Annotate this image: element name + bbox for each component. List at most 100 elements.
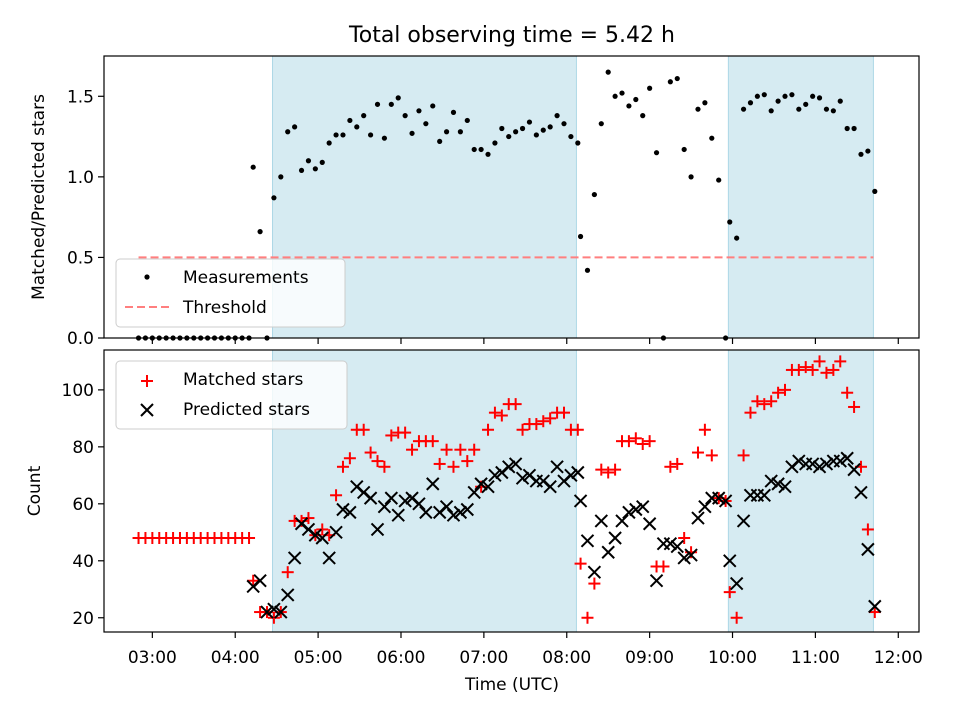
matched-star-point: [316, 523, 329, 536]
predicted-star-point: [281, 588, 295, 602]
measurement-point: [354, 124, 360, 130]
measurement-point: [298, 167, 305, 174]
measurement-point: [688, 174, 694, 180]
predicted-star-stroke-b: [847, 462, 861, 477]
predicted-star-stroke-b: [622, 505, 636, 520]
measurement-point: [823, 106, 830, 112]
measurement-point: [584, 267, 591, 273]
matched-star-point: [461, 455, 474, 468]
top-y-tick-label: 0.0: [67, 329, 94, 349]
predicted-star-stroke-b: [260, 605, 274, 619]
matched-star-point: [247, 574, 260, 587]
predicted-star-stroke-b: [677, 551, 691, 565]
matched-star-point: [537, 415, 550, 428]
matched-star-point: [454, 443, 467, 456]
measurement-point: [775, 98, 781, 104]
measurement-point: [568, 133, 574, 140]
predicted-star-stroke-b: [729, 576, 744, 591]
predicted-star-stroke-b: [384, 491, 399, 505]
chart-title: Total observing time = 5.42 h: [348, 23, 675, 48]
matched-star-point: [243, 532, 256, 544]
predicted-star-stroke-b: [691, 511, 705, 525]
matched-star-point: [399, 426, 412, 439]
matched-star-point: [820, 366, 833, 379]
matched-star-point: [868, 606, 881, 619]
predicted-star-stroke-b: [294, 517, 309, 531]
predicted-star-point: [819, 457, 834, 471]
measurement-point: [257, 229, 263, 235]
predicted-star-point: [460, 502, 475, 517]
matched-star-point: [281, 566, 294, 579]
bottom-y-tick-label: 100: [62, 381, 94, 401]
predicted-star-stroke-b: [536, 474, 550, 488]
matched-star-point: [758, 398, 771, 411]
predicted-star-point: [267, 602, 281, 616]
predicted-star-point: [778, 480, 792, 494]
matched-star-point: [751, 395, 764, 408]
measurement-point: [851, 125, 857, 132]
predicted-star-stroke-b: [467, 485, 481, 500]
legend-measurements-label: Measurements: [183, 268, 309, 288]
measurement-point: [347, 117, 353, 124]
predicted-star-stroke-b: [670, 539, 684, 554]
predicted-star-stroke-b: [854, 485, 868, 500]
predicted-star-stroke-b: [370, 522, 385, 537]
predicted-star-stroke-b: [398, 494, 412, 508]
measurement-point: [716, 177, 722, 183]
measurement-point: [430, 103, 436, 109]
matched-star-point: [723, 586, 736, 599]
measurement-point: [803, 101, 809, 107]
top-x-ticks: [151, 338, 899, 344]
x-tick-label: 09:00: [625, 648, 674, 668]
top-y-tick-label: 0.5: [67, 248, 94, 268]
bottom-y-ticks: 20 40 60 80 100: [62, 381, 104, 629]
predicted-star-point: [698, 499, 712, 514]
predicted-star-point: [564, 468, 578, 483]
legend-matched-label: Matched stars: [183, 370, 303, 390]
predicted-star-point: [363, 491, 378, 505]
measurement-point: [540, 127, 546, 133]
measurement-point: [830, 108, 836, 114]
predicted-star-point: [377, 499, 392, 514]
predicted-star-stroke-b: [594, 514, 608, 528]
predicted-star-point: [287, 551, 302, 565]
measurement-point: [681, 146, 687, 153]
predicted-star-point: [764, 474, 778, 488]
measurement-point: [278, 174, 284, 180]
matched-star-point: [357, 423, 370, 436]
predicted-star-stroke-b: [792, 454, 806, 468]
measurement-point: [761, 92, 767, 98]
predicted-star-point: [622, 505, 636, 520]
measurement-point: [437, 138, 443, 145]
matched-star-point: [622, 435, 635, 448]
matched-star-point: [595, 463, 608, 476]
bottom-y-tick-label: 20: [72, 609, 94, 629]
measurement-point: [402, 113, 408, 119]
predicted-star-stroke-b: [274, 605, 288, 619]
top-shaded-intervals: [272, 55, 874, 339]
matched-star-point: [664, 460, 677, 473]
measurement-point: [754, 93, 760, 99]
predicted-star-stroke-b: [391, 508, 405, 522]
measurement-point: [872, 188, 878, 194]
predicted-star-point: [467, 485, 481, 500]
measurement-point: [395, 95, 401, 101]
predicted-star-stroke-b: [301, 522, 316, 537]
predicted-star-point: [792, 454, 806, 468]
matched-star-point: [516, 423, 529, 436]
predicted-star-point: [771, 477, 785, 491]
predicted-star-point: [573, 494, 588, 508]
predicted-star-point: [594, 514, 608, 528]
predicted-star-point: [419, 505, 433, 520]
matched-star-point: [737, 449, 750, 462]
measurement-point: [577, 233, 584, 240]
predicted-star-stroke-b: [322, 551, 336, 565]
measurement-point: [695, 106, 701, 112]
predicted-star-stroke-b: [308, 528, 323, 542]
measurement-point: [844, 125, 850, 132]
predicted-star-point: [677, 551, 691, 565]
measurement-point: [612, 93, 618, 99]
predicted-star-stroke-b: [833, 454, 847, 468]
predicted-star-point: [812, 460, 827, 474]
